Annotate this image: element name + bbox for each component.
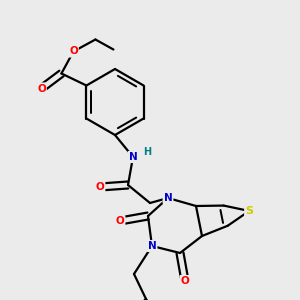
Text: O: O <box>116 216 124 226</box>
Text: O: O <box>69 46 78 56</box>
Text: N: N <box>148 241 156 251</box>
Text: N: N <box>164 193 172 203</box>
Text: O: O <box>181 276 189 286</box>
Text: H: H <box>143 147 151 157</box>
Text: O: O <box>96 182 104 192</box>
Text: N: N <box>129 152 137 162</box>
Text: O: O <box>37 83 46 94</box>
Text: S: S <box>245 206 253 216</box>
